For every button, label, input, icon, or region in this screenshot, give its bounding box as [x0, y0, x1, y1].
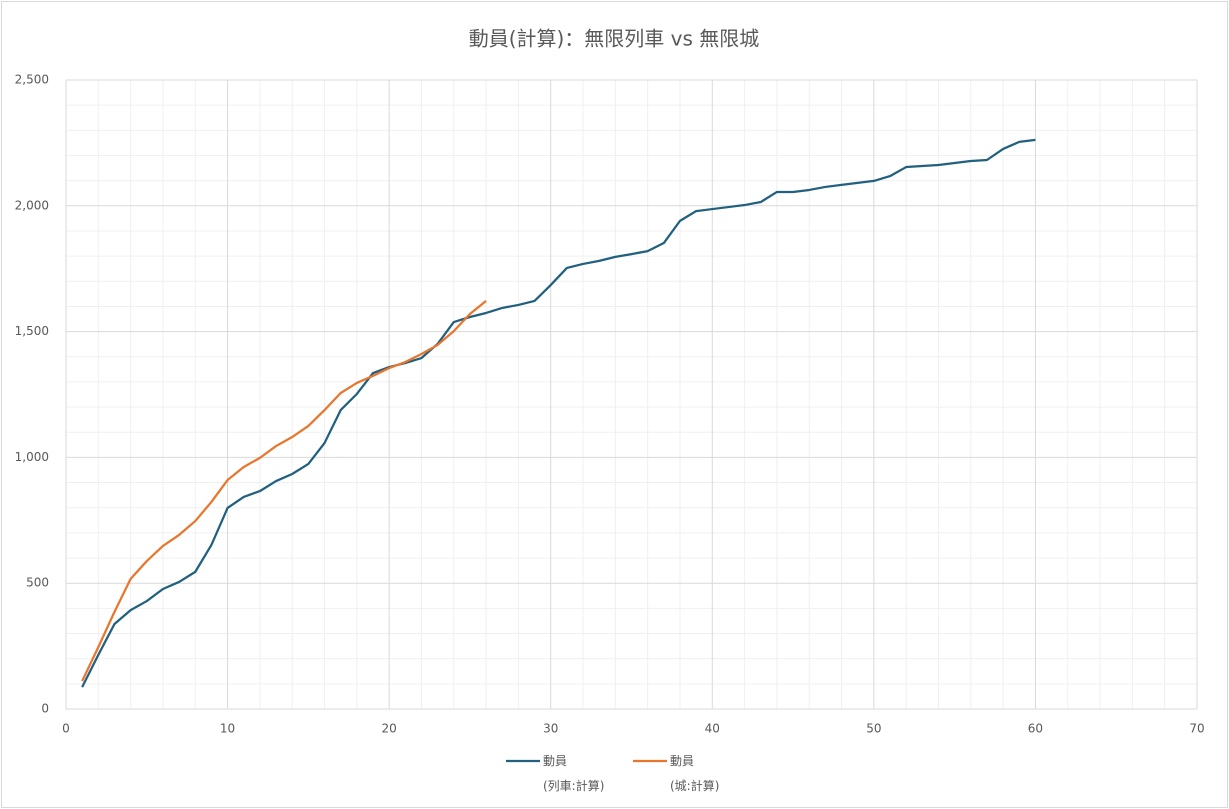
chart-title: 動員(計算)：無限列車 vs 無限城 [469, 27, 760, 51]
legend-label: 動員(城:計算) [670, 754, 719, 793]
y-tick-label: 500 [26, 576, 49, 590]
legend-label: 動員(列車:計算) [543, 754, 604, 793]
x-tick-label: 50 [866, 722, 881, 736]
x-tick-label: 0 [62, 722, 70, 736]
y-tick-label: 0 [41, 702, 49, 716]
y-tick-label: 2,500 [15, 73, 49, 87]
y-tick-label: 1,000 [15, 450, 49, 464]
x-tick-label: 60 [1028, 722, 1043, 736]
data-line [81, 138, 1036, 688]
x-tick-label: 70 [1189, 722, 1204, 736]
x-tick-label: 10 [220, 722, 235, 736]
y-tick-label: 1,500 [15, 324, 49, 338]
x-tick-label: 20 [382, 722, 397, 736]
x-tick-label: 40 [705, 722, 720, 736]
x-tick-label: 30 [543, 722, 558, 736]
data-line [81, 300, 487, 682]
y-tick-label: 2,000 [15, 198, 49, 212]
